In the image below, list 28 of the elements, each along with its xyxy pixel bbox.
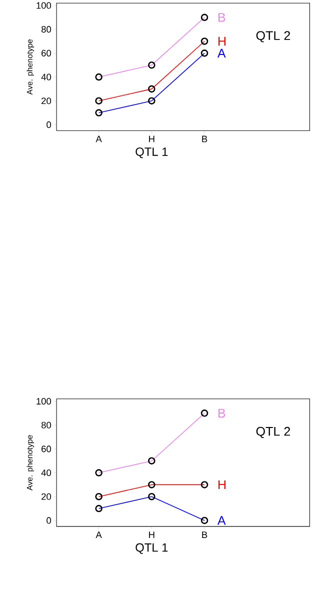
x-axis-title: QTL 1 (136, 148, 168, 158)
y-tick-label: 20 (42, 98, 51, 104)
y-tick-label: 100 (36, 398, 51, 405)
y-tick-label: 100 (36, 2, 51, 9)
x-tick-label: A (96, 532, 102, 538)
series-label: A (217, 48, 226, 58)
y-tick-label: 40 (41, 74, 51, 80)
series-label: H (218, 480, 226, 490)
y-tick-label: 20 (42, 493, 51, 500)
series-label: B (218, 13, 226, 22)
series-label: B (218, 408, 226, 418)
x-tick-label: B (202, 136, 208, 142)
y-tick-label: 80 (41, 422, 51, 428)
y-tick-label: 0 (46, 121, 51, 128)
legend-title: QTL 2 (256, 426, 290, 438)
x-tick-label: A (96, 136, 102, 142)
y-tick-label: 40 (41, 470, 51, 476)
legend-title: QTL 2 (256, 31, 290, 42)
x-axis-title: QTL 1 (136, 543, 168, 554)
y-tick-label: 80 (41, 26, 51, 33)
series-label: A (217, 516, 226, 525)
series-label: H (218, 36, 226, 46)
x-tick-label: H (149, 136, 154, 142)
x-tick-label: H (149, 532, 154, 538)
x-tick-label: B (202, 532, 208, 538)
y-tick-label: 60 (42, 50, 51, 56)
y-tick-label: 0 (46, 517, 51, 524)
y-tick-label: 60 (42, 446, 51, 452)
